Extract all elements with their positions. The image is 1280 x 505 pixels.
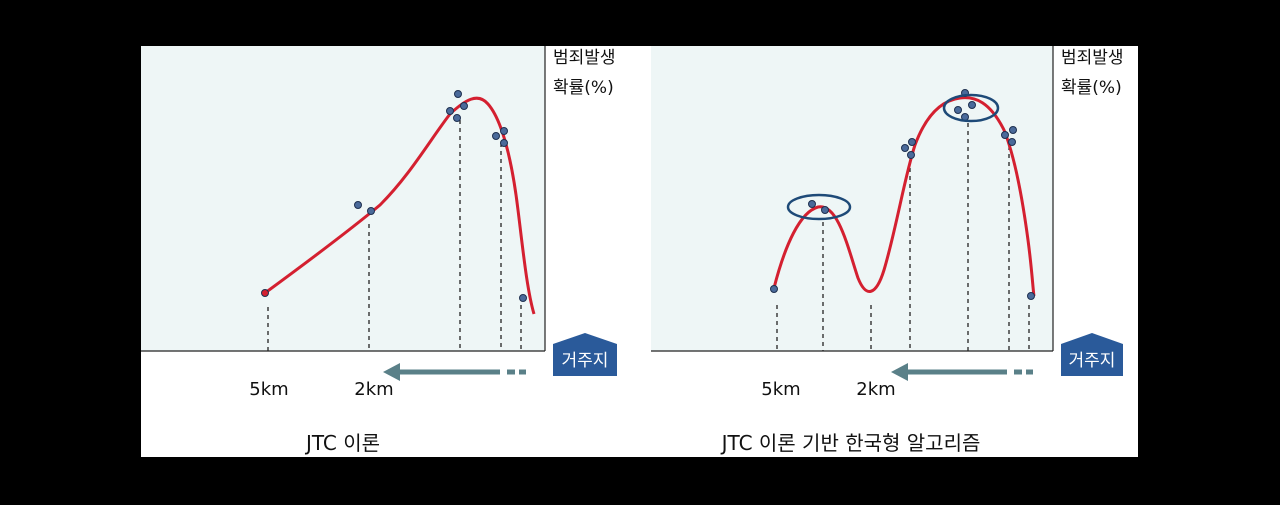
data-point — [519, 294, 527, 302]
highlight-ellipse-main-peak — [942, 93, 1000, 123]
drop-lines-left — [267, 120, 522, 351]
data-point — [460, 102, 468, 110]
home-label-right: 거주지 — [1069, 351, 1116, 371]
distance-label-5km-left: 5km — [249, 379, 288, 400]
distance-label-2km-right: 2km — [856, 379, 895, 400]
home-badge-left: 거주지 — [553, 333, 617, 376]
home-badge-right: 거주지 — [1061, 333, 1123, 376]
panel-korean-algorithm: 범죄발생 확률(%) — [651, 46, 1124, 455]
data-point — [261, 289, 269, 297]
data-point — [367, 207, 375, 215]
data-point — [453, 114, 461, 122]
home-label-left: 거주지 — [562, 351, 609, 371]
data-point — [907, 151, 915, 159]
panel-title-left: JTC 이론 — [304, 431, 380, 455]
data-point — [954, 106, 962, 114]
data-point — [500, 139, 508, 147]
distance-arrow-left — [383, 363, 526, 381]
y-axis-label-line2-right: 확률(%) — [1061, 78, 1122, 98]
data-point — [821, 206, 829, 214]
home-icon — [1061, 333, 1123, 376]
data-point — [446, 107, 454, 115]
home-icon — [553, 333, 617, 376]
plot-area-left — [141, 46, 545, 351]
plot-area-right — [651, 46, 1053, 351]
data-point — [1027, 292, 1035, 300]
data-point — [354, 201, 362, 209]
drop-lines-right — [776, 123, 1030, 351]
arrow-left-icon — [891, 363, 908, 381]
data-point — [1001, 131, 1009, 139]
panel-jtc-theory: 범죄발생 확률(%) 거주지 — [141, 46, 617, 455]
distance-arrow-right — [891, 363, 1033, 381]
arrow-left-icon — [383, 363, 400, 381]
data-point — [1009, 126, 1017, 134]
y-axis-label-line2-left: 확률(%) — [553, 78, 614, 98]
panel-title-right: JTC 이론 기반 한국형 알고리즘 — [720, 431, 981, 455]
data-point — [968, 101, 976, 109]
data-point — [901, 144, 909, 152]
highlight-ellipse-local-peak — [786, 193, 852, 221]
distance-label-5km-right: 5km — [761, 379, 800, 400]
distance-label-2km-left: 2km — [354, 379, 393, 400]
y-axis-label-line1-right: 범죄발생 — [1061, 48, 1124, 68]
data-point — [500, 127, 508, 135]
data-point — [1008, 138, 1016, 146]
data-point — [770, 285, 778, 293]
jtc-curve — [264, 96, 536, 315]
data-points-right — [770, 89, 1035, 300]
y-axis-label-line1-left: 범죄발생 — [553, 48, 616, 68]
data-point — [454, 90, 462, 98]
data-point — [492, 132, 500, 140]
data-points-left — [261, 90, 527, 302]
data-point — [908, 138, 916, 146]
data-point — [808, 200, 816, 208]
